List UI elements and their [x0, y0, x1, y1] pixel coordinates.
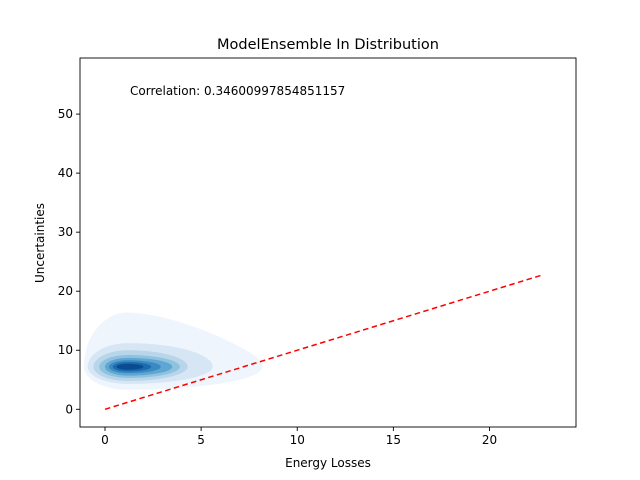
y-tick-label: 10 — [58, 343, 73, 357]
x-tick-label: 5 — [197, 433, 205, 447]
y-tick-label: 50 — [58, 107, 73, 121]
plot-frame — [79, 57, 577, 428]
x-tick-label: 20 — [482, 433, 497, 447]
x-tick-label: 0 — [101, 433, 109, 447]
y-tick-label: 40 — [58, 166, 73, 180]
reference-line — [104, 273, 544, 411]
density-level-7 — [116, 363, 144, 370]
density-contours — [83, 312, 263, 390]
axis-ticks: 0 5 10 15 20 0 10 20 30 40 50 — [58, 107, 497, 447]
y-tick-label: 30 — [58, 225, 73, 239]
y-tick-label: 0 — [65, 402, 73, 416]
y-tick-label: 20 — [58, 284, 73, 298]
x-tick-label: 10 — [290, 433, 305, 447]
chart-title: ModelEnsemble In Distribution — [217, 37, 439, 53]
x-axis-label: Energy Losses — [285, 456, 371, 470]
correlation-annotation: Correlation: 0.34600997854851157 — [130, 84, 345, 98]
x-tick-label: 15 — [386, 433, 401, 447]
y-axis-label: Uncertainties — [33, 203, 47, 283]
